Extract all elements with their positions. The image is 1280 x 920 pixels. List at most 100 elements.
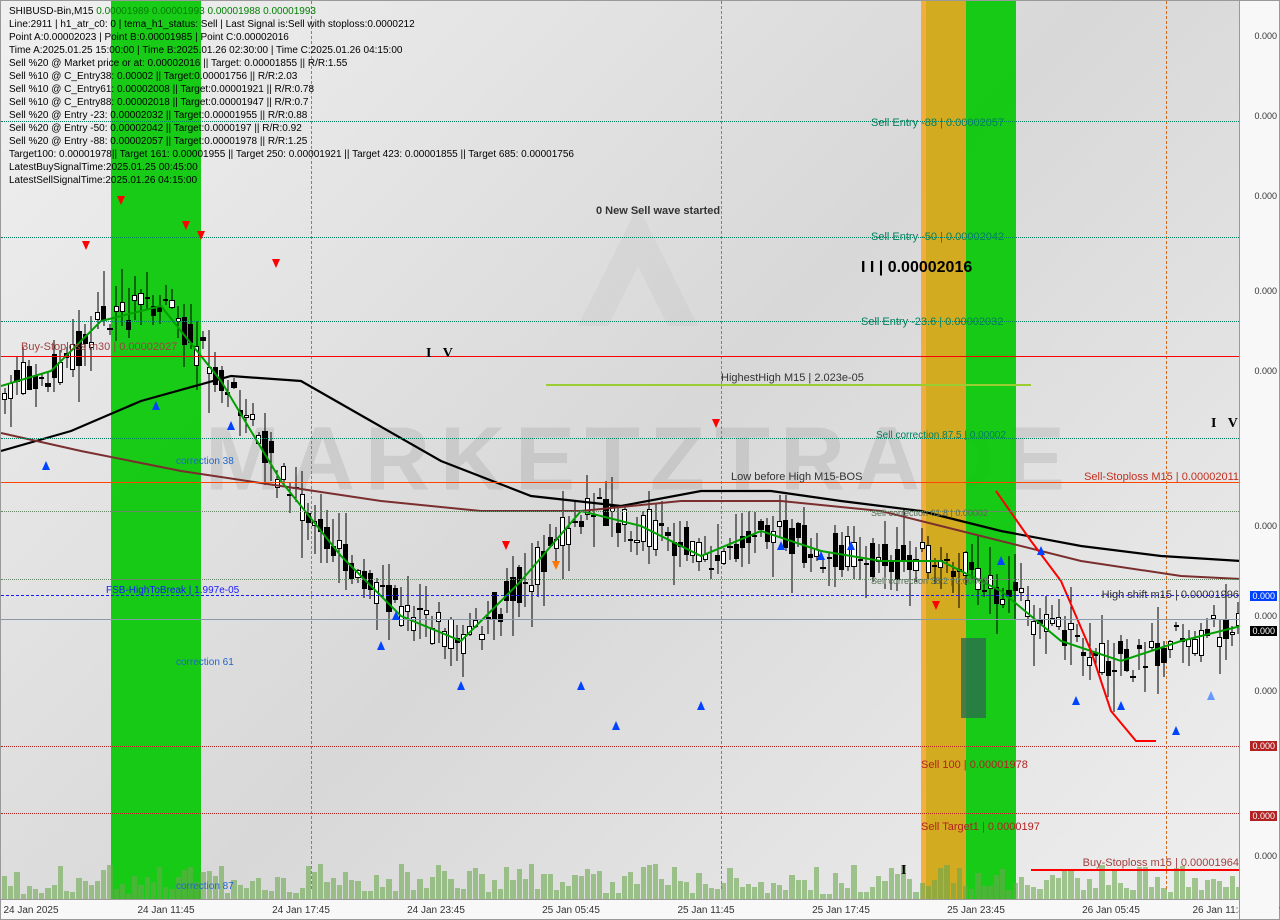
y-tick: 0.000	[1254, 366, 1277, 376]
candle	[1118, 1, 1123, 901]
candle	[585, 1, 590, 901]
candle	[1093, 1, 1098, 901]
candle	[882, 1, 887, 901]
candle	[591, 1, 596, 901]
horizontal-line	[1, 356, 1239, 357]
info-line: Sell %20 @ Entry -23: 0.00002032 || Targ…	[9, 109, 574, 122]
candle	[1087, 1, 1092, 901]
line-label: Buy-Stoploss m15 | 0.00001964	[1083, 857, 1239, 869]
candle	[752, 1, 757, 901]
y-axis: 0.0000.0000.0000.0000.0000.0000.0000.000…	[1239, 1, 1279, 919]
signal-arrow-up	[1117, 701, 1125, 710]
info-line: Time A:2025.01.25 15:00:00 | Time B:2025…	[9, 44, 574, 57]
signal-arrow-up	[1172, 726, 1180, 735]
candle	[1199, 1, 1204, 901]
candle	[1168, 1, 1173, 901]
info-block: SHIBUSD-Bin,M15 0.00001989 0.00001993 0.…	[9, 5, 574, 187]
candle	[703, 1, 708, 901]
candle	[1161, 1, 1166, 901]
candle	[727, 1, 732, 901]
y-tick: 0.000	[1254, 191, 1277, 201]
candle	[1044, 1, 1049, 901]
signal-arrow-up	[392, 611, 400, 620]
signal-arrow-down	[552, 561, 560, 570]
candle	[802, 1, 807, 901]
candle	[827, 1, 832, 901]
info-line: Sell %20 @ Entry -50: 0.00002042 || Targ…	[9, 122, 574, 135]
candle	[1056, 1, 1061, 901]
x-tick: 25 Jan 05:45	[542, 905, 600, 916]
elliott-wave-mark: I	[901, 863, 910, 879]
signal-arrow-down	[182, 221, 190, 230]
ohlc-high: 0.00001993	[152, 6, 205, 17]
signal-arrow-down	[117, 196, 125, 205]
line-label: Buy-Stoploss m30 | 0.00002027	[21, 341, 177, 353]
candle	[1106, 1, 1111, 901]
y-tick: 0.000	[1250, 811, 1277, 821]
candle	[777, 1, 782, 901]
signal-arrow-up	[997, 556, 1005, 565]
x-axis: 24 Jan 202524 Jan 11:4524 Jan 17:4524 Ja…	[1, 899, 1239, 919]
line-label: Sell correction 38.2 | 0.00002	[871, 576, 988, 586]
signal-arrow-up	[1037, 546, 1045, 555]
horizontal-line	[1, 511, 1239, 512]
signal-arrow-up	[377, 641, 385, 650]
signal-arrow-down	[197, 231, 205, 240]
line-label: Sell correction 61.8 | 0.00002	[871, 508, 988, 518]
x-tick: 24 Jan 11:45	[137, 905, 194, 916]
candle	[634, 1, 639, 901]
info-line: Sell %10 @ C_Entry38: 0.00002 || Target:…	[9, 70, 574, 83]
signal-arrow-up	[227, 421, 235, 430]
candle	[616, 1, 621, 901]
candle	[796, 1, 801, 901]
candle	[579, 1, 584, 901]
x-tick: 24 Jan 17:45	[272, 905, 330, 916]
y-tick: 0.000	[1254, 521, 1277, 531]
candle	[789, 1, 794, 901]
candle	[1050, 1, 1055, 901]
info-line: Point A:0.00002023 | Point B:0.00001985 …	[9, 31, 574, 44]
candle	[1180, 1, 1185, 901]
candle	[901, 1, 906, 901]
short-horizontal-line	[546, 384, 1031, 386]
candle	[1075, 1, 1080, 901]
candle	[1112, 1, 1117, 901]
horizontal-line	[1, 813, 1239, 814]
ohlc-open: 0.00001989	[96, 6, 149, 17]
info-line: LatestSellSignalTime:2025.01.26 04:15:00	[9, 174, 574, 187]
signal-arrow-up	[577, 681, 585, 690]
candle	[1230, 1, 1235, 901]
signal-arrow-up	[612, 721, 620, 730]
candle	[1205, 1, 1210, 901]
chart-container[interactable]: MARKETZTRADE SHIBUSD-Bin,M15 0.00001989 …	[0, 0, 1280, 920]
candle	[864, 1, 869, 901]
candle	[895, 1, 900, 901]
candle	[1037, 1, 1042, 901]
info-line: LatestBuySignalTime:2025.01.25 00:45:00	[9, 161, 574, 174]
signal-arrow-down	[712, 419, 720, 428]
candle	[715, 1, 720, 901]
candle	[647, 1, 652, 901]
candle	[870, 1, 875, 901]
signal-arrow-up	[777, 541, 785, 550]
signal-arrow-up	[847, 541, 855, 550]
candle	[1149, 1, 1154, 901]
line-label: Low before High M15-BOS	[731, 471, 862, 483]
candle	[696, 1, 701, 901]
signal-arrow-up	[817, 551, 825, 560]
candle	[1223, 1, 1228, 901]
candle	[1211, 1, 1216, 901]
candle	[1217, 1, 1222, 901]
info-line: Sell %10 @ C_Entry88: 0.00002018 || Targ…	[9, 96, 574, 109]
horizontal-line	[1, 237, 1239, 238]
line-label: Sell 100 | 0.00001978	[921, 759, 1028, 771]
center-label: I I | 0.00002016	[861, 259, 972, 277]
elliott-wave-mark: I V	[426, 346, 457, 362]
line-label: correction 61	[176, 657, 234, 668]
info-line: Target100: 0.00001978|| Target 161: 0.00…	[9, 148, 574, 161]
candle	[1174, 1, 1179, 901]
y-tick: 0.000	[1250, 591, 1277, 601]
candle	[1192, 1, 1197, 901]
candle	[845, 1, 850, 901]
info-line: Sell %20 @ Market price or at: 0.0000201…	[9, 57, 574, 70]
